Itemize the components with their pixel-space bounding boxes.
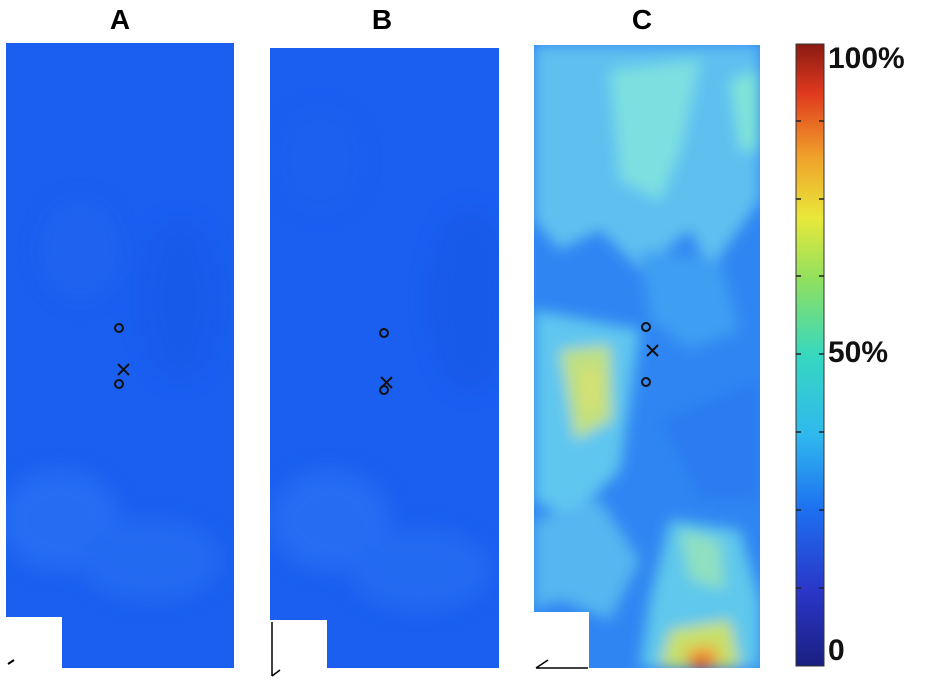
panel-label-b: B xyxy=(371,4,393,35)
circle-marker xyxy=(641,322,651,332)
panel-b-blob xyxy=(270,470,390,570)
panel-label-a: A xyxy=(109,4,131,35)
panel-c-region xyxy=(660,620,740,668)
cross-marker xyxy=(380,376,393,389)
panel-c-region xyxy=(730,70,760,150)
markers xyxy=(114,322,659,395)
panel-b xyxy=(270,48,499,668)
colorbar-label-mid: 50% xyxy=(828,336,889,369)
colorbar-label-max: 100% xyxy=(828,42,905,75)
panel-a-blob xyxy=(140,220,220,380)
panel-c-region xyxy=(640,250,740,350)
circle-marker xyxy=(114,379,124,389)
panel-b-blob xyxy=(280,110,360,210)
panel-c-notch xyxy=(534,612,589,668)
panel-a-notch xyxy=(6,617,62,668)
panel-c-region xyxy=(690,658,710,668)
circle-marker xyxy=(641,377,651,387)
colorbar xyxy=(795,43,825,667)
cross-marker xyxy=(646,344,659,357)
panel-a-blob xyxy=(40,200,120,300)
panel-label-c: C xyxy=(631,4,653,35)
panel-c-region xyxy=(580,370,600,415)
panel-c-region xyxy=(610,60,700,200)
panel-a-blob xyxy=(80,520,220,600)
circle-marker xyxy=(379,328,389,338)
colorbar-ticks xyxy=(796,120,824,589)
circle-marker xyxy=(114,323,124,333)
colorbar-gradient xyxy=(795,43,825,667)
panel-a xyxy=(6,43,234,668)
colorbar-label-min: 0 xyxy=(828,634,845,667)
panel-b-notch xyxy=(270,620,327,668)
panel-c-region xyxy=(534,500,640,620)
panel-c xyxy=(534,45,760,668)
panel-c-region xyxy=(680,530,725,590)
panel-b-blob xyxy=(350,530,490,610)
corner-tick-a xyxy=(7,659,15,665)
panel-c-region xyxy=(660,380,760,500)
cross-marker xyxy=(117,363,130,376)
corner-tick-c xyxy=(535,659,588,669)
panel-b-blob xyxy=(430,210,499,390)
corner-tick-b xyxy=(271,622,281,677)
